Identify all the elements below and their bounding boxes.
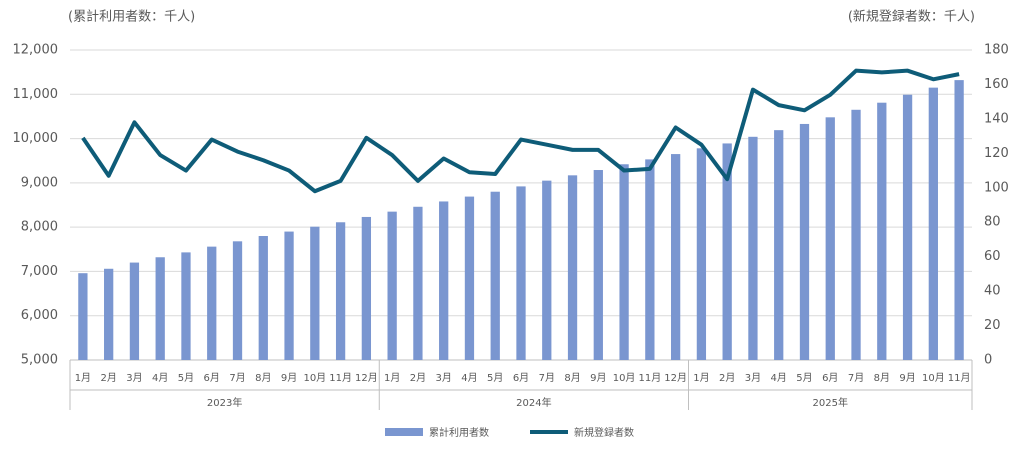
x-tick-label: 2月: [410, 372, 426, 384]
bar: [387, 211, 397, 360]
legend-label: 累計利用者数: [429, 426, 489, 439]
y-tick-label: 11,000: [13, 87, 59, 102]
x-tick-label: 8月: [874, 372, 890, 384]
y2-tick-label: 100: [984, 180, 1009, 195]
bar: [645, 159, 655, 360]
x-tick-label: 9月: [899, 372, 915, 384]
x-tick-label: 4月: [771, 372, 787, 384]
x-tick-label: 2月: [719, 372, 735, 384]
bar: [928, 87, 938, 361]
bar: [722, 143, 732, 360]
y-tick-label: 10,000: [13, 131, 59, 146]
y-axis-label: (累計利用者数：千人): [68, 9, 195, 25]
bar: [310, 226, 320, 360]
y-tick-label: 7,000: [21, 264, 58, 279]
bar: [181, 252, 191, 360]
x-tick-label: 5月: [796, 372, 812, 384]
bar: [104, 268, 114, 360]
y2-axis-label: (新規登録者数：千人): [848, 9, 975, 25]
x-tick-label: 7月: [539, 372, 555, 384]
bar: [748, 136, 758, 360]
bar: [78, 273, 88, 360]
x-tick-label: 7月: [848, 372, 864, 384]
y2-tick-label: 20: [984, 318, 1001, 333]
x-tick-label: 4月: [461, 372, 477, 384]
bar: [877, 102, 887, 360]
y2-tick-label: 140: [984, 111, 1009, 126]
bar: [954, 80, 964, 360]
x-tick-label: 8月: [255, 372, 271, 384]
x-tick-label: 11月: [948, 372, 971, 384]
x-tick-label: 4月: [152, 372, 168, 384]
x-tick-label: 10月: [922, 372, 945, 384]
x-tick-label: 1月: [75, 372, 91, 384]
group-label: 2025年: [813, 396, 848, 409]
bar: [593, 170, 603, 360]
bar: [361, 216, 372, 360]
x-tick-label: 5月: [178, 372, 194, 384]
legend-label: 新規登録者数: [574, 426, 634, 439]
line: [81, 68, 960, 194]
y-tick-label: 6,000: [21, 308, 58, 323]
bar: [207, 246, 217, 360]
x-tick-label: 9月: [590, 372, 606, 384]
y2-tick-label: 40: [984, 284, 1001, 299]
x-tick-label: 11月: [638, 372, 661, 384]
group-label: 2024年: [516, 396, 551, 409]
bar: [155, 257, 165, 360]
bar: [464, 196, 475, 360]
group-label: 2023年: [207, 396, 242, 409]
x-tick-label: 5月: [487, 372, 503, 384]
x-tick-label: 12月: [664, 372, 687, 384]
bar: [696, 148, 707, 360]
x-tick-label: 6月: [822, 372, 838, 384]
x-tick-label: 2月: [100, 372, 116, 384]
x-tick-label: 1月: [693, 372, 709, 384]
bar: [670, 154, 681, 360]
x-tick-label: 6月: [513, 372, 529, 384]
x-tick-label: 3月: [126, 372, 142, 384]
y2-tick-label: 180: [984, 43, 1009, 58]
bar: [902, 94, 913, 360]
bar: [335, 222, 346, 360]
bar: [774, 130, 784, 360]
x-tick-label: 8月: [564, 372, 580, 384]
y2-tick-label: 0: [984, 353, 992, 368]
bar: [490, 191, 500, 360]
bar: [232, 241, 243, 360]
y-tick-label: 12,000: [13, 43, 59, 58]
x-tick-label: 12月: [355, 372, 378, 384]
y2-tick-label: 60: [984, 249, 1001, 264]
x-tick-label: 10月: [613, 372, 636, 384]
y2-tick-label: 160: [984, 77, 1009, 92]
bar: [284, 231, 294, 360]
y-tick-label: 8,000: [21, 220, 58, 235]
bar: [516, 186, 526, 360]
bar: [825, 117, 835, 360]
x-tick-label: 6月: [204, 372, 220, 384]
y-tick-label: 9,000: [21, 175, 58, 190]
y-tick-label: 5,000: [21, 353, 58, 368]
bar: [851, 109, 861, 361]
x-tick-label: 3月: [745, 372, 761, 384]
bar: [799, 123, 810, 360]
x-tick-label: 1月: [384, 372, 400, 384]
y2-tick-label: 80: [984, 215, 1001, 230]
x-tick-label: 11月: [329, 372, 352, 384]
bar: [439, 201, 449, 360]
bar: [413, 206, 423, 360]
bar: [542, 180, 552, 360]
x-tick-label: 9月: [281, 372, 297, 384]
y2-tick-label: 120: [984, 146, 1009, 161]
legend-swatch: [385, 428, 423, 436]
x-tick-label: 10月: [303, 372, 326, 384]
bar: [619, 164, 629, 360]
bar: [258, 236, 268, 360]
x-tick-label: 3月: [435, 372, 451, 384]
bar: [129, 262, 140, 360]
x-tick-label: 7月: [229, 372, 245, 384]
bar: [567, 175, 578, 360]
